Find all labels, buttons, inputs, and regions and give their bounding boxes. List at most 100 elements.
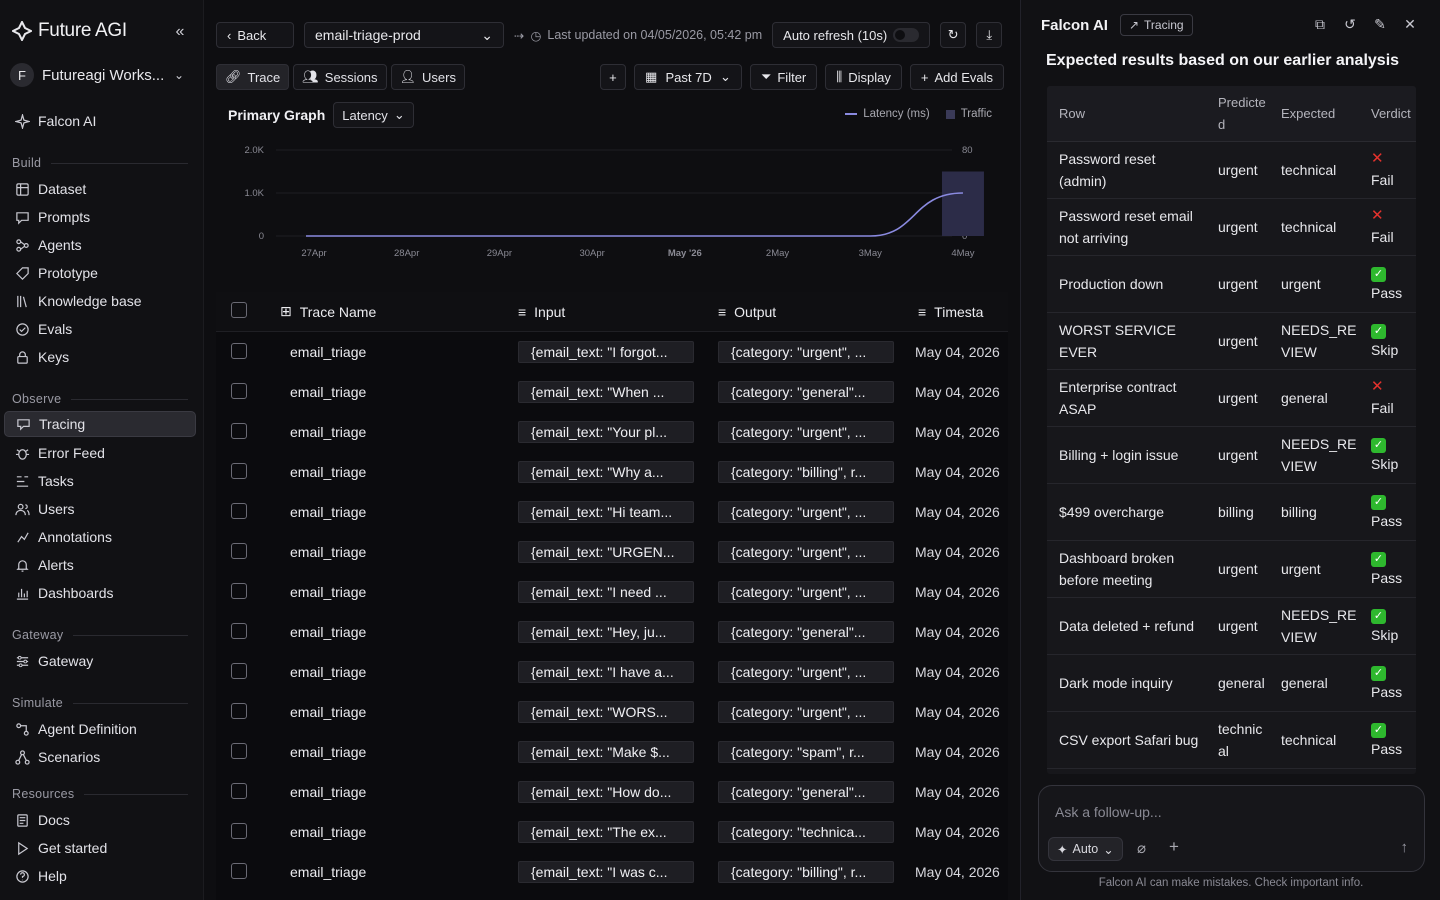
row-checkbox[interactable] bbox=[231, 382, 247, 399]
history-icon[interactable]: ↺ bbox=[1344, 15, 1356, 32]
output-value[interactable]: {category: "urgent", ... bbox=[718, 541, 894, 563]
close-icon[interactable]: ✕ bbox=[1404, 15, 1416, 32]
sidebar-item-docs[interactable]: Docs bbox=[4, 807, 196, 833]
back-button[interactable]: ‹ Back bbox=[216, 22, 294, 48]
table-row[interactable]: email_triage {email_text: "Hi team... {cat… bbox=[216, 492, 1008, 532]
new-chat-icon[interactable]: ✎ bbox=[1374, 15, 1386, 32]
input-value[interactable]: {email_text: "I need ... bbox=[518, 581, 694, 603]
table-row[interactable]: email_triage {email_text: "Hey, ju... {cat… bbox=[216, 612, 1008, 652]
project-select[interactable]: email-triage-prod ⌄ bbox=[304, 22, 504, 48]
table-row[interactable]: email_triage {email_text: "I was c... {cat… bbox=[216, 852, 1008, 892]
output-value[interactable]: {category: "urgent", ... bbox=[718, 661, 894, 683]
sidebar-item-users[interactable]: Users bbox=[4, 496, 196, 522]
row-checkbox[interactable] bbox=[231, 542, 247, 559]
refresh-button[interactable]: ↻ bbox=[940, 22, 967, 48]
row-checkbox[interactable] bbox=[231, 742, 247, 759]
input-value[interactable]: {email_text: "When ... bbox=[518, 381, 694, 403]
display-button[interactable]: ⫼ Display bbox=[825, 64, 902, 90]
table-row[interactable]: email_triage {email_text: "I have a... {ca… bbox=[216, 652, 1008, 692]
plus-icon[interactable]: + bbox=[1169, 837, 1179, 856]
table-row[interactable]: email_triage {email_text: "When ... {categ… bbox=[216, 372, 1008, 412]
toggle-switch[interactable] bbox=[893, 28, 920, 42]
send-arrow-icon[interactable]: ↑ bbox=[1400, 839, 1409, 856]
input-value[interactable]: {email_text: "I have a... bbox=[518, 661, 694, 683]
column-header-timestamp[interactable]: ≡ Timesta bbox=[918, 303, 984, 320]
row-checkbox[interactable] bbox=[231, 822, 247, 839]
tab-users[interactable]: 👤︎ Users bbox=[390, 64, 465, 90]
tab-sessions[interactable]: 👥︎ Sessions bbox=[293, 64, 387, 90]
table-row[interactable]: email_triage {email_text: "WORS... {catego… bbox=[216, 692, 1008, 732]
puzzle-icon[interactable]: ⧉ bbox=[1315, 15, 1325, 32]
tab-trace[interactable]: 🔗︎ Trace bbox=[216, 64, 290, 90]
collapse-sidebar-icon[interactable]: « bbox=[175, 23, 185, 40]
brand[interactable]: Future AGI bbox=[12, 20, 127, 42]
table-row[interactable]: email_triage {email_text: "I forgot... {ca… bbox=[216, 332, 1008, 372]
sidebar-item-error-feed[interactable]: Error Feed bbox=[4, 440, 196, 466]
output-value[interactable]: {category: "general"... bbox=[718, 381, 894, 403]
input-value[interactable]: {email_text: "I forgot... bbox=[518, 341, 694, 363]
sidebar-item-scenarios[interactable]: Scenarios bbox=[4, 744, 196, 770]
table-row[interactable]: email_triage {email_text: "Make $... {cate… bbox=[216, 732, 1008, 772]
input-value[interactable]: {email_text: "URGEN... bbox=[518, 541, 694, 563]
output-value[interactable]: {category: "technica... bbox=[718, 821, 894, 843]
select-all-checkbox[interactable] bbox=[231, 302, 247, 318]
output-value[interactable]: {category: "billing", r... bbox=[718, 861, 894, 883]
legend-item-latency[interactable]: Latency (ms) bbox=[845, 108, 930, 120]
sidebar-item-knowledge-base[interactable]: Knowledge base bbox=[4, 288, 196, 314]
sidebar-item-gateway[interactable]: Gateway bbox=[4, 648, 196, 674]
output-value[interactable]: {category: "urgent", ... bbox=[718, 701, 894, 723]
sidebar-item-agent-definition[interactable]: Agent Definition bbox=[4, 716, 196, 742]
sidebar-item-dashboards[interactable]: Dashboards bbox=[4, 580, 196, 606]
table-row[interactable]: email_triage {email_text: "Why a... {categ… bbox=[216, 452, 1008, 492]
row-checkbox[interactable] bbox=[231, 782, 247, 799]
sidebar-item-prompts[interactable]: Prompts bbox=[4, 204, 196, 230]
input-value[interactable]: {email_text: "How do... bbox=[518, 781, 694, 803]
input-value[interactable]: {email_text: "Make $... bbox=[518, 741, 694, 763]
row-checkbox[interactable] bbox=[231, 702, 247, 719]
input-value[interactable]: {email_text: "Why a... bbox=[518, 461, 694, 483]
sidebar-item-help[interactable]: Help bbox=[4, 863, 196, 889]
input-value[interactable]: {email_text: "The ex... bbox=[518, 821, 694, 843]
legend-item-traffic[interactable]: Traffic bbox=[945, 108, 992, 120]
row-checkbox[interactable] bbox=[231, 662, 247, 679]
workspace-switcher[interactable]: F Futureagi Works... ⌄ bbox=[10, 62, 190, 88]
sidebar-item-keys[interactable]: Keys bbox=[4, 344, 196, 370]
table-row[interactable]: email_triage {email_text: "Your pl... {cat… bbox=[216, 412, 1008, 452]
filter-button[interactable]: ⏷ Filter bbox=[749, 64, 818, 90]
output-value[interactable]: {category: "general"... bbox=[718, 781, 894, 803]
chat-input[interactable] bbox=[1055, 804, 1405, 820]
row-checkbox[interactable] bbox=[231, 462, 247, 479]
row-checkbox[interactable] bbox=[231, 422, 247, 439]
table-row[interactable]: email_triage {email_text: "URGEN... {categ… bbox=[216, 532, 1008, 572]
output-value[interactable]: {category: "urgent", ... bbox=[718, 341, 894, 363]
row-checkbox[interactable] bbox=[231, 502, 247, 519]
mode-select[interactable]: ✦ Auto ⌄ bbox=[1048, 837, 1123, 861]
input-value[interactable]: {email_text: "Hi team... bbox=[518, 501, 694, 523]
add-button[interactable]: + bbox=[599, 64, 626, 90]
table-row[interactable]: email_triage {email_text: "The ex... {cate… bbox=[216, 812, 1008, 852]
output-value[interactable]: {category: "general"... bbox=[718, 621, 894, 643]
input-value[interactable]: {email_text: "WORS... bbox=[518, 701, 694, 723]
row-checkbox[interactable] bbox=[231, 862, 247, 879]
row-checkbox[interactable] bbox=[231, 342, 247, 359]
sidebar-item-agents[interactable]: Agents bbox=[4, 232, 196, 258]
table-row[interactable]: email_triage {email_text: "I need ... {cat… bbox=[216, 572, 1008, 612]
output-value[interactable]: {category: "urgent", ... bbox=[718, 581, 894, 603]
sidebar-item-tasks[interactable]: Tasks bbox=[4, 468, 196, 494]
row-checkbox[interactable] bbox=[231, 582, 247, 599]
table-row[interactable]: email_triage {email_text: "How do... {cate… bbox=[216, 772, 1008, 812]
column-header-output[interactable]: ≡ Output bbox=[718, 303, 777, 320]
sidebar-item-tracing[interactable]: Tracing bbox=[4, 411, 196, 437]
auto-refresh-toggle[interactable]: Auto refresh (10s) bbox=[772, 22, 931, 48]
sidebar-item-prototype[interactable]: Prototype bbox=[4, 260, 196, 286]
sidebar-item-evals[interactable]: Evals bbox=[4, 316, 196, 342]
output-value[interactable]: {category: "urgent", ... bbox=[718, 501, 894, 523]
date-range-select[interactable]: ▦ Past 7D ⌄ bbox=[633, 64, 742, 90]
row-checkbox[interactable] bbox=[231, 622, 247, 639]
column-header-trace-name[interactable]: ⊞ Trace Name bbox=[280, 303, 377, 320]
sidebar-item-alerts[interactable]: Alerts bbox=[4, 552, 196, 578]
metric-select[interactable]: Latency ⌄ bbox=[333, 102, 414, 128]
output-value[interactable]: {category: "spam", r... bbox=[718, 741, 894, 763]
output-value[interactable]: {category: "billing", r... bbox=[718, 461, 894, 483]
sidebar-item-falcon-ai[interactable]: Falcon AI bbox=[4, 108, 196, 134]
